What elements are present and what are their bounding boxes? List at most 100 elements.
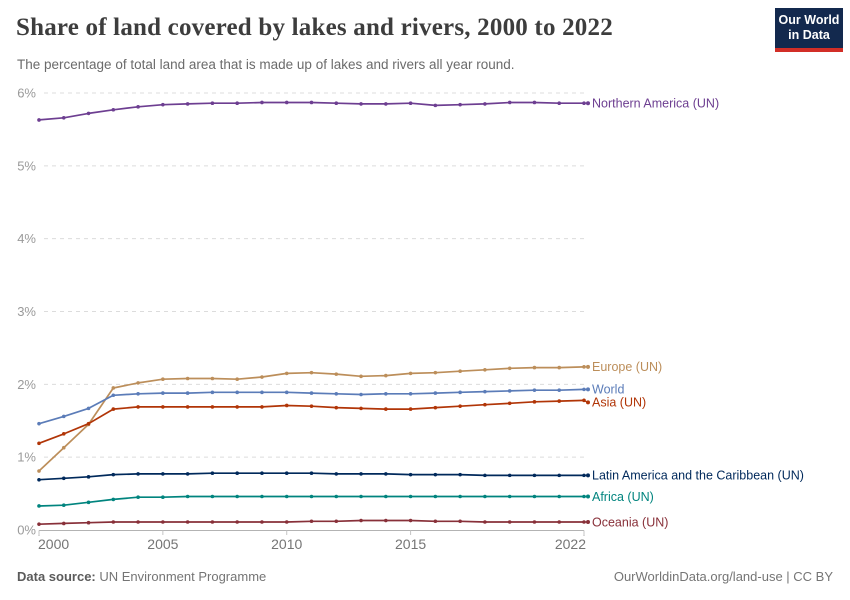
series-point-northern-america-un-2009 (260, 100, 264, 105)
series-label-dot-latin-america-and-the-caribbean-un (586, 473, 590, 478)
series-point-europe-un-2009 (260, 375, 264, 379)
series-point-asia-un-2007 (210, 405, 215, 409)
chart-subtitle: The percentage of total land area that i… (17, 57, 515, 72)
series-point-oceania-un-2002 (86, 520, 91, 525)
series-point-latin-america-and-the-caribbean-un-2013 (359, 472, 363, 476)
series-point-europe-un-2017 (458, 369, 462, 374)
y-tick-label-3%: 3% (17, 304, 36, 319)
series-point-africa-un-2008 (235, 494, 239, 499)
series-point-africa-un-2013 (359, 494, 363, 499)
x-tick-label-2010: 2010 (271, 536, 302, 552)
series-point-northern-america-un-2012 (334, 101, 339, 105)
series-point-africa-un-2018 (483, 494, 487, 499)
series-point-africa-un-2012 (334, 494, 339, 499)
series-point-europe-un-2013 (359, 374, 363, 379)
series-point-europe-un-2014 (384, 373, 388, 378)
series-point-europe-un-2001 (61, 445, 66, 450)
series-point-oceania-un-2013 (359, 518, 363, 523)
series-line-europe-un (38, 366, 585, 472)
series-point-northern-america-un-2011 (309, 100, 314, 105)
series-point-latin-america-and-the-caribbean-un-2002 (86, 475, 91, 479)
series-label-oceania-un[interactable]: Oceania (UN) (592, 515, 668, 529)
series-point-europe-un-2004 (136, 381, 140, 385)
x-tick-label-2015: 2015 (395, 536, 426, 552)
series-point-world-2016 (433, 391, 438, 395)
series-point-africa-un-2020 (532, 494, 537, 499)
series-point-world-2003 (111, 393, 116, 398)
series-point-europe-un-2021 (557, 365, 562, 370)
series-point-africa-un-2016 (433, 494, 438, 499)
series-point-asia-un-2002 (86, 421, 91, 426)
series-label-europe-un[interactable]: Europe (UN) (592, 360, 662, 374)
series-point-asia-un-2000 (37, 441, 41, 446)
series-point-africa-un-2007 (210, 494, 215, 499)
series-point-northern-america-un-2006 (185, 102, 190, 106)
series-point-latin-america-and-the-caribbean-un-2014 (384, 472, 388, 476)
x-tick-label-2005: 2005 (147, 536, 178, 552)
page-title: Share of land covered by lakes and river… (16, 14, 613, 41)
license-link[interactable]: OurWorldinData.org/land-use | CC BY (613, 569, 833, 584)
series-point-world-2006 (185, 391, 190, 395)
series-label-dot-africa-un (586, 494, 590, 499)
series-point-northern-america-un-2004 (136, 105, 140, 109)
series-point-latin-america-and-the-caribbean-un-2007 (210, 471, 215, 475)
series-point-europe-un-2008 (235, 377, 239, 382)
data-source-value: UN Environment Programme (95, 569, 267, 584)
owid-logo[interactable]: Our World in Data (775, 8, 843, 52)
series-point-oceania-un-2000 (37, 522, 41, 526)
series-point-asia-un-2020 (532, 400, 537, 404)
series-point-africa-un-2015 (408, 494, 413, 499)
series-point-oceania-un-2019 (507, 520, 512, 524)
series-point-africa-un-2002 (86, 500, 91, 505)
series-point-latin-america-and-the-caribbean-un-2005 (161, 472, 165, 476)
series-point-africa-un-2021 (557, 494, 562, 499)
y-tick-label-5%: 5% (17, 158, 36, 173)
series-point-latin-america-and-the-caribbean-un-2003 (111, 472, 116, 477)
series-point-asia-un-2001 (61, 432, 66, 436)
series-point-latin-america-and-the-caribbean-un-2004 (136, 472, 140, 476)
series-point-latin-america-and-the-caribbean-un-2000 (37, 477, 41, 482)
series-point-africa-un-2017 (458, 494, 462, 499)
series-point-latin-america-and-the-caribbean-un-2021 (557, 473, 562, 478)
series-point-latin-america-and-the-caribbean-un-2010 (284, 471, 289, 475)
series-point-asia-un-2003 (111, 407, 116, 411)
series-point-africa-un-2000 (37, 504, 41, 508)
series-point-europe-un-2003 (111, 386, 116, 390)
series-point-oceania-un-2005 (161, 520, 165, 524)
series-label-dot-world (586, 387, 590, 392)
series-point-northern-america-un-2003 (111, 107, 116, 112)
series-label-world[interactable]: World (592, 383, 624, 397)
series-point-latin-america-and-the-caribbean-un-2008 (235, 471, 239, 475)
series-label-northern-america-un[interactable]: Northern America (UN) (592, 96, 719, 110)
series-label-africa-un[interactable]: Africa (UN) (592, 490, 654, 504)
series-point-world-2015 (408, 392, 413, 396)
series-point-europe-un-2010 (284, 371, 289, 376)
series-point-africa-un-2005 (161, 495, 165, 500)
series-label-latin-america-and-the-caribbean-un[interactable]: Latin America and the Caribbean (UN) (592, 469, 804, 483)
series-point-europe-un-2012 (334, 372, 339, 376)
series-point-oceania-un-2011 (309, 519, 314, 524)
series-point-world-2004 (136, 392, 140, 396)
series-point-oceania-un-2012 (334, 519, 339, 524)
series-point-northern-america-un-2002 (86, 111, 91, 116)
series-point-oceania-un-2006 (185, 520, 190, 524)
series-point-europe-un-2015 (408, 371, 413, 376)
logo-line1: Our World (778, 13, 840, 28)
data-source-label: Data source: (17, 569, 96, 584)
series-point-europe-un-2007 (210, 376, 215, 381)
series-label-asia-un[interactable]: Asia (UN) (592, 396, 646, 410)
series-point-oceania-un-2020 (532, 520, 537, 524)
series-point-world-2020 (532, 388, 537, 392)
series-point-africa-un-2010 (284, 494, 289, 499)
series-point-latin-america-and-the-caribbean-un-2012 (334, 472, 339, 476)
series-point-northern-america-un-2021 (557, 101, 562, 105)
series-point-asia-un-2014 (384, 407, 388, 411)
y-tick-label-0%: 0% (17, 523, 36, 538)
series-point-world-2005 (161, 391, 165, 395)
series-point-asia-un-2015 (408, 407, 413, 411)
series-point-oceania-un-2017 (458, 519, 462, 524)
series-point-oceania-un-2014 (384, 518, 388, 523)
series-point-oceania-un-2021 (557, 520, 562, 524)
series-point-world-2012 (334, 392, 339, 396)
series-point-africa-un-2004 (136, 495, 140, 500)
